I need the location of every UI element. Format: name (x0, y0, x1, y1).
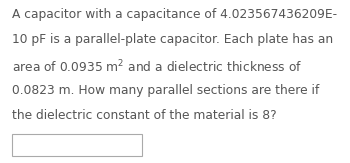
Text: 10 pF is a parallel-plate capacitor. Each plate has an: 10 pF is a parallel-plate capacitor. Eac… (12, 33, 333, 46)
FancyBboxPatch shape (12, 134, 142, 156)
Text: A capacitor with a capacitance of 4.023567436209E-: A capacitor with a capacitance of 4.0235… (12, 8, 337, 21)
Text: the dielectric constant of the material is 8?: the dielectric constant of the material … (12, 109, 277, 122)
Text: area of 0.0935 m$^{2}$ and a dielectric thickness of: area of 0.0935 m$^{2}$ and a dielectric … (12, 59, 302, 75)
Text: 0.0823 m. How many parallel sections are there if: 0.0823 m. How many parallel sections are… (12, 84, 320, 97)
